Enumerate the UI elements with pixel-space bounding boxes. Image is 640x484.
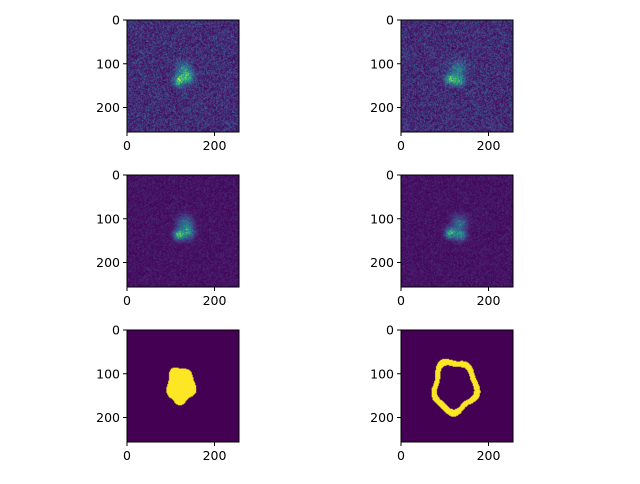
subplot-bottom-right: 0 200 0 100 200 bbox=[370, 323, 514, 463]
subplot-middle-left: 0 200 0 100 200 bbox=[96, 168, 240, 308]
axes-frame bbox=[126, 174, 240, 288]
y-tick-label: 0 bbox=[112, 323, 120, 338]
y-tick-label: 0 bbox=[386, 323, 394, 338]
y-tick-label: 100 bbox=[96, 211, 120, 226]
y-tick-label: 100 bbox=[370, 56, 394, 71]
axes-frame bbox=[126, 19, 240, 133]
x-tick-label: 0 bbox=[397, 138, 405, 153]
x-tick-label: 200 bbox=[203, 293, 227, 308]
x-tick-label: 200 bbox=[477, 293, 501, 308]
y-tick-label: 200 bbox=[370, 100, 394, 115]
x-tick-label: 0 bbox=[123, 293, 131, 308]
axes-frame bbox=[126, 329, 240, 443]
image-bottom-left bbox=[127, 330, 239, 442]
subplot-top-right: 0 200 0 100 200 bbox=[370, 13, 514, 153]
image-middle-left bbox=[127, 175, 239, 287]
y-tick-label: 200 bbox=[96, 410, 120, 425]
image-middle-right bbox=[401, 175, 513, 287]
x-tick-label: 0 bbox=[123, 138, 131, 153]
y-tick-label: 100 bbox=[370, 366, 394, 381]
x-tick-label: 200 bbox=[203, 448, 227, 463]
y-tick-label: 0 bbox=[112, 13, 120, 28]
y-tick-label: 0 bbox=[386, 168, 394, 183]
y-tick-label: 200 bbox=[370, 255, 394, 270]
y-tick-label: 100 bbox=[370, 211, 394, 226]
y-tick-label: 200 bbox=[370, 410, 394, 425]
subplot-top-left: 0 200 0 100 200 bbox=[96, 13, 240, 153]
x-tick-label: 200 bbox=[477, 448, 501, 463]
y-tick-label: 0 bbox=[386, 13, 394, 28]
y-tick-label: 100 bbox=[96, 366, 120, 381]
image-top-left bbox=[127, 20, 239, 132]
y-tick-label: 200 bbox=[96, 255, 120, 270]
x-tick-label: 200 bbox=[477, 138, 501, 153]
y-tick-label: 100 bbox=[96, 56, 120, 71]
axes-frame bbox=[400, 329, 514, 443]
x-tick-label: 0 bbox=[397, 448, 405, 463]
y-tick-label: 200 bbox=[96, 100, 120, 115]
axes-frame bbox=[400, 174, 514, 288]
subplot-bottom-left: 0 200 0 100 200 bbox=[96, 323, 240, 463]
y-tick-label: 0 bbox=[112, 168, 120, 183]
x-tick-label: 0 bbox=[123, 448, 131, 463]
image-bottom-right bbox=[401, 330, 513, 442]
image-top-right bbox=[401, 20, 513, 132]
subplot-middle-right: 0 200 0 100 200 bbox=[370, 168, 514, 308]
x-tick-label: 200 bbox=[203, 138, 227, 153]
x-tick-label: 0 bbox=[397, 293, 405, 308]
axes-frame bbox=[400, 19, 514, 133]
